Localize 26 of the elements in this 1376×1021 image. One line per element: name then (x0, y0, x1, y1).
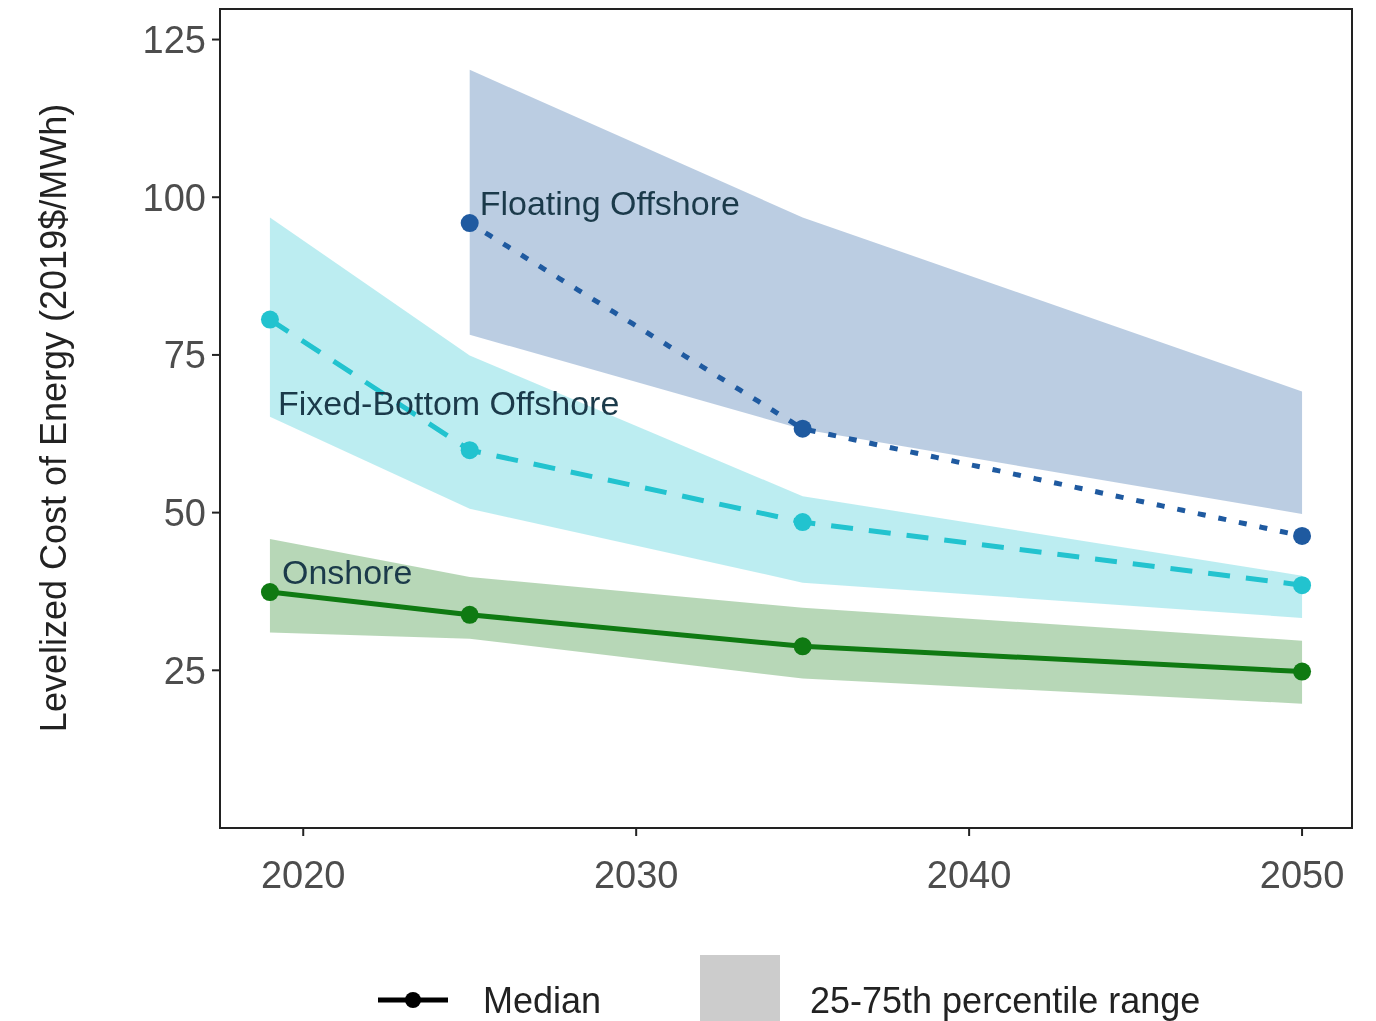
text: 25-75th percentile range (810, 980, 1201, 1021)
series-label: Fixed-Bottom Offshore (277, 383, 620, 422)
y-tick-label: 100 (142, 176, 206, 219)
point (260, 583, 279, 602)
point (793, 513, 812, 532)
x-tick-label: 2020 (260, 854, 346, 896)
point (1293, 526, 1312, 545)
point (793, 419, 812, 438)
y-tick-label: 75 (163, 334, 206, 377)
x-tick-label: 2040 (926, 854, 1012, 896)
point (793, 637, 812, 656)
point (460, 214, 479, 233)
point (1293, 662, 1312, 681)
text: Median (483, 980, 602, 1021)
series-label: Onshore (281, 553, 413, 592)
y-tick-label: 125 (142, 18, 206, 61)
y-tick-label: 25 (163, 649, 206, 692)
point (460, 605, 479, 624)
y-tick-label: 50 (163, 491, 206, 534)
series-label: Floating Offshore (479, 184, 740, 223)
point (1293, 576, 1312, 595)
x-tick-label: 2030 (593, 854, 679, 896)
point (260, 310, 279, 329)
point (460, 441, 479, 460)
y-axis-title: Levelized Cost of Energy (2019$/MWh) (33, 103, 74, 733)
x-tick-label: 2050 (1259, 854, 1345, 896)
